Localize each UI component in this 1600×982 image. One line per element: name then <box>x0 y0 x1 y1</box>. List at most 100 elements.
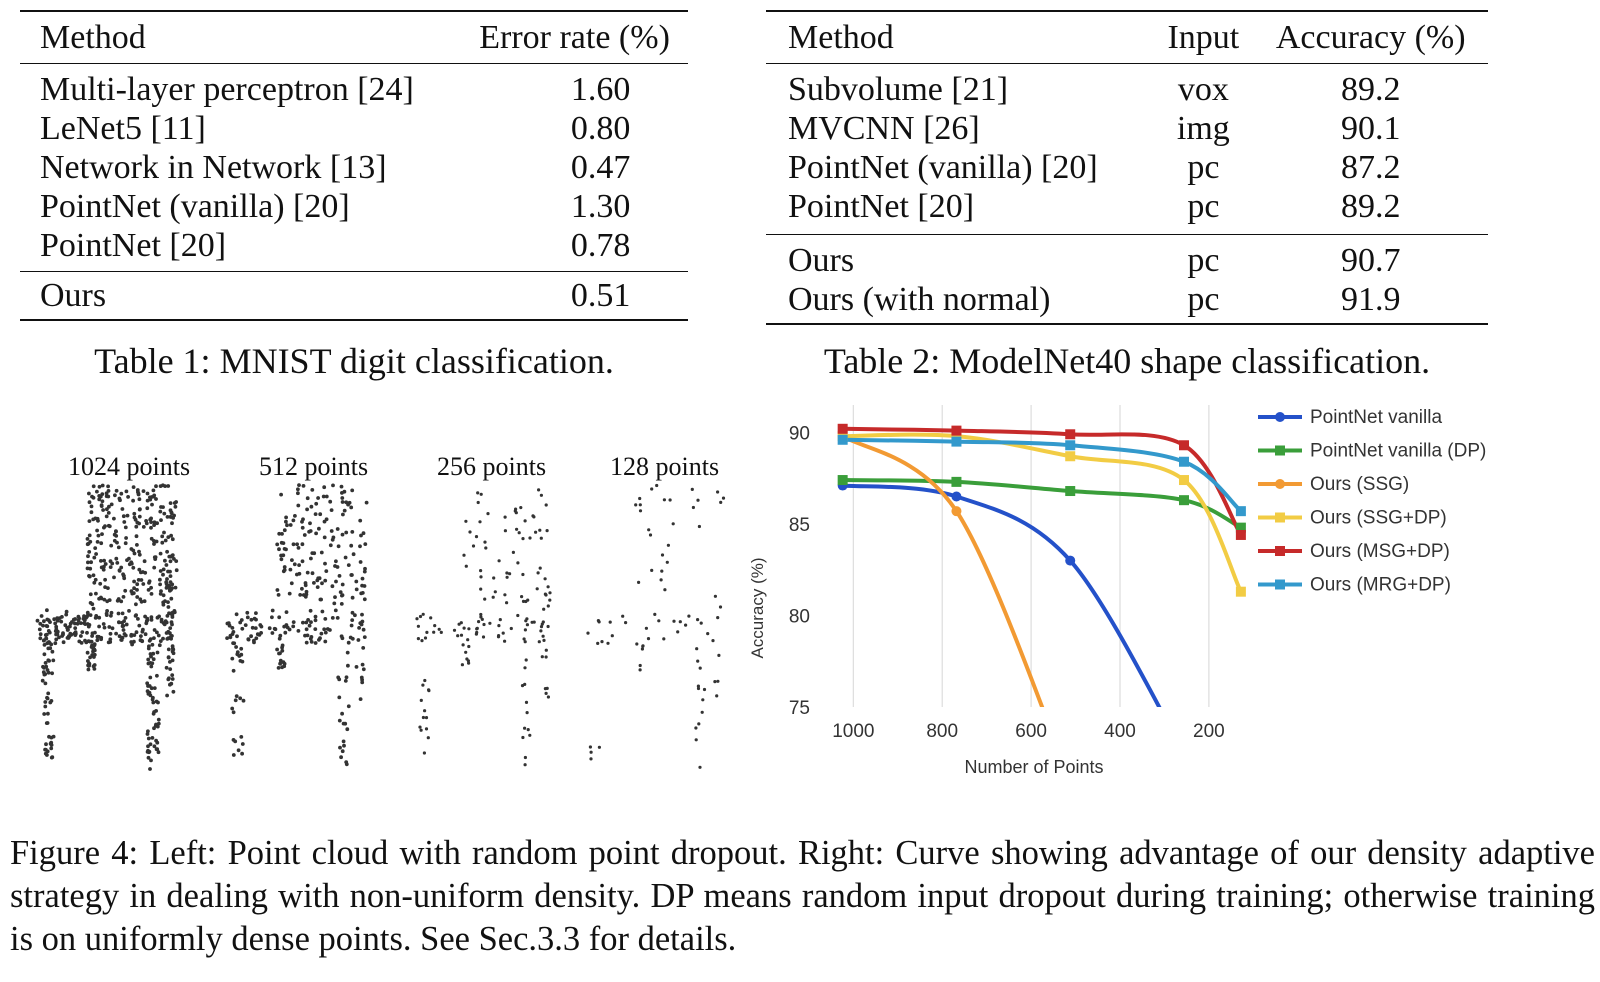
point <box>424 727 429 731</box>
point <box>94 552 98 556</box>
point <box>523 519 527 523</box>
point <box>346 563 351 567</box>
point <box>363 542 368 546</box>
table-cell-value: 90.1 <box>1340 110 1401 147</box>
point <box>340 491 344 495</box>
point <box>154 497 158 501</box>
point <box>108 637 113 642</box>
point <box>105 599 110 604</box>
point <box>322 627 327 632</box>
point <box>154 484 158 489</box>
point <box>129 547 134 551</box>
point <box>38 632 43 637</box>
point <box>349 623 354 628</box>
point <box>646 637 651 641</box>
point <box>665 560 669 564</box>
point <box>524 619 528 623</box>
point <box>44 742 48 747</box>
point <box>546 695 550 699</box>
data-point <box>1179 440 1189 451</box>
point <box>528 536 532 540</box>
point <box>243 623 248 627</box>
point <box>534 530 538 534</box>
point <box>165 584 170 589</box>
point <box>471 544 476 548</box>
table-header-accuracy: Accuracy (%) <box>1253 10 1488 64</box>
point <box>236 748 241 753</box>
point <box>699 621 703 625</box>
table-cell-method: PointNet (vanilla) [20] <box>788 149 1098 186</box>
point <box>341 512 345 517</box>
point <box>54 632 58 637</box>
point <box>96 518 100 523</box>
point <box>93 546 98 550</box>
point <box>690 487 694 491</box>
point <box>95 540 100 544</box>
point <box>542 607 546 611</box>
point <box>108 640 113 644</box>
point <box>42 712 47 716</box>
point <box>55 616 60 620</box>
point <box>65 636 70 640</box>
point <box>515 527 519 531</box>
point <box>95 489 99 494</box>
point <box>141 627 145 632</box>
point <box>270 631 275 635</box>
point <box>102 625 107 630</box>
point <box>45 721 50 725</box>
point <box>423 636 428 640</box>
point <box>535 587 539 591</box>
table-row: LeNet5 [11] 0.80 <box>20 109 688 148</box>
point <box>340 749 345 754</box>
point <box>125 513 130 518</box>
point <box>239 735 244 739</box>
point <box>360 680 365 685</box>
point <box>304 640 309 645</box>
point <box>40 678 45 683</box>
point <box>148 742 153 747</box>
point <box>297 563 301 567</box>
point <box>530 620 534 624</box>
point <box>254 636 259 641</box>
point <box>164 665 169 670</box>
point <box>662 498 666 502</box>
point <box>521 537 525 541</box>
point <box>150 736 155 740</box>
point <box>154 747 159 752</box>
point <box>159 518 163 522</box>
point <box>136 492 141 497</box>
data-point <box>1235 506 1246 517</box>
point <box>696 659 700 663</box>
point <box>162 622 167 627</box>
table-cell-input: pc <box>1187 188 1220 225</box>
point <box>149 615 154 620</box>
point <box>91 484 96 489</box>
point <box>94 614 99 618</box>
point <box>503 639 507 643</box>
point <box>108 559 113 564</box>
point <box>672 619 676 623</box>
point <box>87 519 92 523</box>
legend-label: PointNet vanilla <box>1310 407 1442 428</box>
point <box>476 491 480 495</box>
point <box>296 487 300 492</box>
point <box>163 558 167 563</box>
point <box>43 661 48 665</box>
point <box>539 625 544 629</box>
point <box>540 655 544 659</box>
legend-label: Ours (MRG+DP) <box>1310 575 1451 596</box>
point <box>104 514 109 519</box>
point <box>691 505 695 510</box>
point <box>718 605 723 609</box>
point <box>41 638 46 643</box>
point <box>467 661 471 665</box>
point <box>155 724 160 729</box>
point <box>152 744 157 749</box>
point <box>100 499 105 504</box>
table-cell-input: pc <box>1153 234 1254 280</box>
point <box>49 746 54 751</box>
point <box>546 624 550 629</box>
point <box>154 738 158 743</box>
point <box>107 524 112 529</box>
point <box>539 493 543 497</box>
